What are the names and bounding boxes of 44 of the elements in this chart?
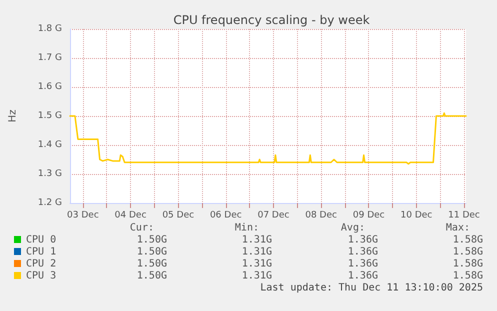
y-axis-title: Hz <box>8 110 18 122</box>
y-tick-label: 1.4 G <box>38 140 62 150</box>
text: Max: <box>446 222 470 234</box>
text: 1.50G <box>136 258 167 270</box>
y-tick-label: 1.2 G <box>38 198 62 208</box>
text: 1.58G <box>452 270 483 282</box>
x-tick-label: 06 Dec <box>210 210 242 220</box>
text: 1.31G <box>242 258 272 270</box>
legend-label: CPU 1 <box>26 246 56 258</box>
text: 1.58G <box>452 258 483 270</box>
text: 1.58G <box>452 246 483 258</box>
text: Cur: <box>130 222 154 234</box>
text: 1.58G <box>452 234 483 246</box>
text: 1.36G <box>348 258 378 270</box>
text: 1.36G <box>348 246 378 258</box>
text: 1.50G <box>136 270 167 282</box>
text: Avg: <box>340 222 365 234</box>
text: Min: <box>234 222 259 234</box>
x-tick-label: 05 Dec <box>162 210 194 220</box>
legend-label: CPU 0 <box>26 234 56 246</box>
y-tick-label: 1.6 G <box>38 82 62 92</box>
x-tick-label: 08 Dec <box>305 210 338 220</box>
x-tick-label: 04 Dec <box>114 210 146 220</box>
x-tick-label: 09 Dec <box>352 210 385 220</box>
y-tick-label: 1.3 G <box>38 169 62 179</box>
legend-label: CPU 2 <box>26 258 56 270</box>
text: 1.36G <box>348 234 378 246</box>
x-tick-label: 11 Dec <box>448 210 480 220</box>
chart-title: CPU frequency scaling - by week <box>173 13 370 27</box>
line-series <box>69 112 467 165</box>
y-tick-label: 1.5 G <box>38 111 62 121</box>
text: 1.50G <box>136 246 167 258</box>
text: 1.50G <box>136 234 167 246</box>
text: Last update: Thu Dec 11 13:10:00 2025 <box>260 282 483 294</box>
text: 1.31G <box>242 234 272 246</box>
y-tick-label: 1.8 G <box>38 24 62 34</box>
x-tick-label: 03 Dec <box>67 210 99 220</box>
text: 1.31G <box>242 270 272 282</box>
x-tick-label: 10 Dec <box>400 210 432 220</box>
text: 1.31G <box>242 246 272 258</box>
legend-label: CPU 3 <box>26 270 56 282</box>
x-tick-label: 07 Dec <box>258 210 290 220</box>
text: 1.36G <box>348 270 378 282</box>
y-tick-label: 1.7 G <box>38 53 62 63</box>
